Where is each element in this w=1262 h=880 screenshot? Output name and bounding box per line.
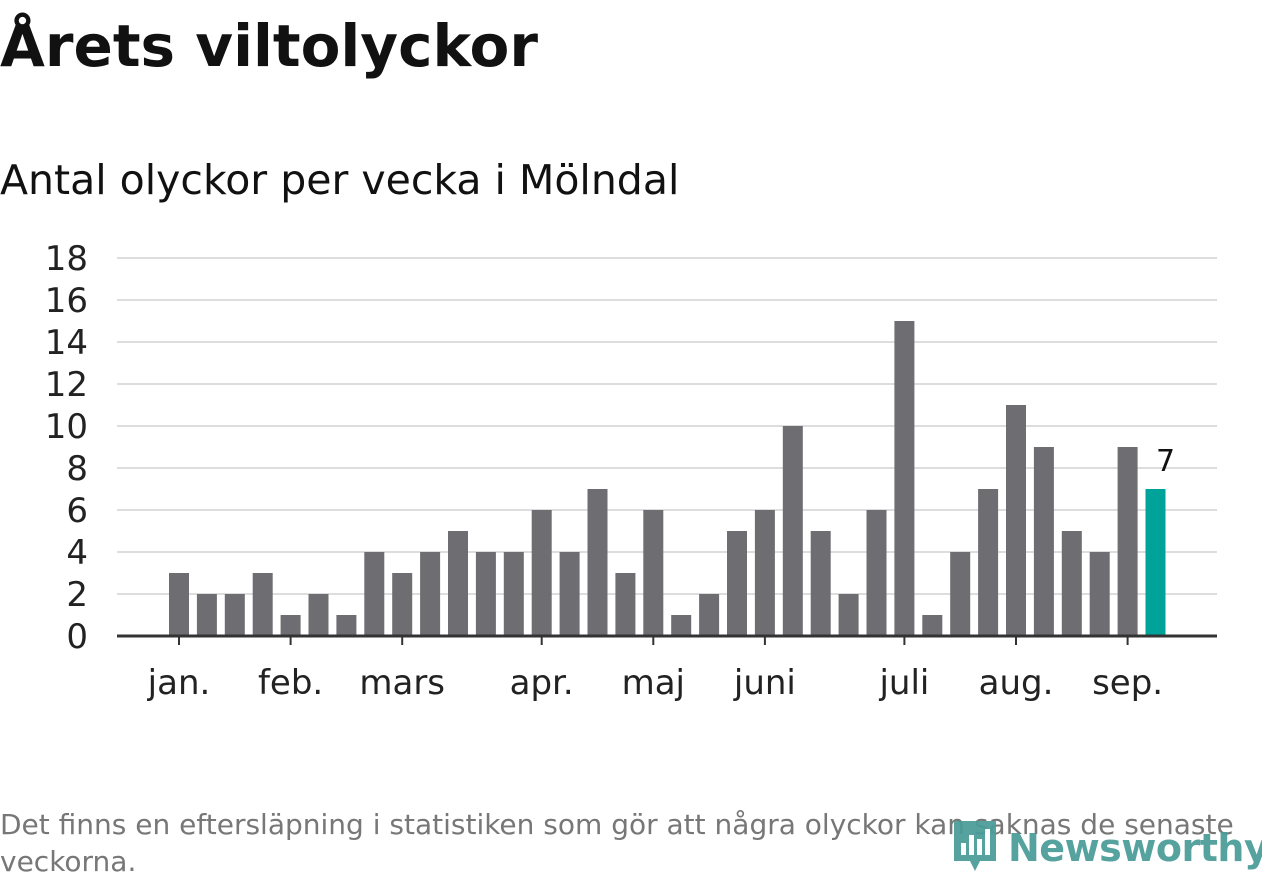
chart-title: Årets viltolyckor [0,12,538,80]
bar [280,615,301,636]
bar [196,594,217,636]
y-tick-label: 8 [66,449,88,489]
bar [252,573,273,636]
bar [531,510,552,636]
bar [922,615,943,636]
x-tick-label: sep. [1092,663,1163,703]
x-tick-label: maj [622,663,685,703]
bar [615,573,636,636]
x-tick-label: juli [878,663,929,703]
bar [950,552,971,636]
y-tick-label: 2 [66,575,88,615]
bars [169,321,1166,636]
y-tick-label: 10 [45,407,88,447]
bar [1006,405,1026,636]
y-tick-label: 4 [66,533,88,573]
x-tick-label: jan. [147,663,211,703]
x-tick-label: feb. [258,663,323,703]
bar [894,321,915,636]
x-tick-label: mars [359,663,445,703]
chart-subtitle: Antal olyckor per vecka i Mölndal [0,156,680,204]
bar [782,426,803,636]
y-grid [117,257,1217,595]
bar [1089,552,1110,636]
bar [364,552,385,636]
x-axis [117,634,1217,645]
x-tick-label: juni [733,663,796,703]
bar [1033,447,1054,636]
bar [1117,447,1138,636]
bar [169,573,189,636]
x-tick-label: apr. [510,663,574,703]
bar [838,594,859,636]
bar [978,489,999,636]
bar [559,552,580,636]
annotations: 7 [1156,444,1175,479]
bar [810,531,831,636]
footnote: Det finns en eftersläpning i statistiken… [0,808,1234,878]
y-tick-label: 0 [66,617,88,657]
bar [587,489,608,636]
brand-logo: Newsworthy [950,818,1262,878]
bar [1061,531,1082,636]
bar [699,594,720,636]
newsworthy-logo-icon [950,817,1000,879]
bar [671,615,692,636]
bar [420,552,441,636]
bar-highlight [1145,489,1166,636]
bar [475,552,496,636]
y-tick-label: 14 [45,323,88,363]
bar [336,615,357,636]
bar [224,594,245,636]
bar [643,510,664,636]
brand-name: Newsworthy [1008,826,1262,870]
y-tick-label: 18 [45,239,88,279]
bar [503,552,524,636]
x-tick-labels: jan. feb. mars apr. maj juni juli aug. sep. [147,663,1163,703]
y-tick-label: 6 [66,491,88,531]
data-label: 7 [1156,444,1175,479]
bar [392,573,413,636]
x-tick-label: aug. [979,663,1054,703]
bar [754,510,775,636]
y-tick-label: 12 [45,365,88,405]
bar [448,531,468,636]
y-tick-label: 16 [45,281,88,321]
bar [866,510,887,636]
bar [308,594,329,636]
bar [727,531,747,636]
